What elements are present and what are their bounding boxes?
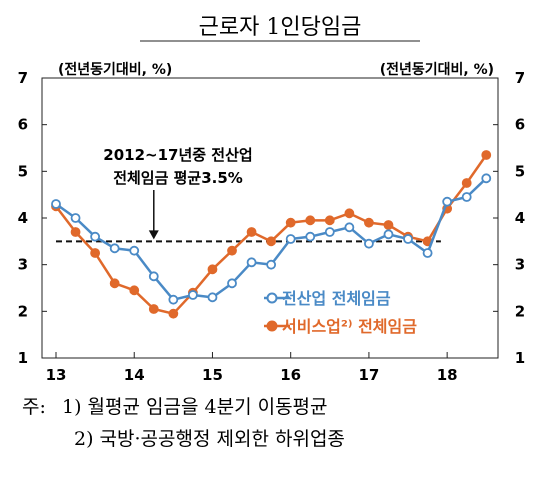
right-tick-label: 5 bbox=[515, 162, 525, 180]
footnote-1: 1) 월평균 임금을 4분기 이동평균 bbox=[62, 396, 328, 418]
point-services bbox=[364, 217, 374, 228]
point-services bbox=[227, 245, 237, 256]
x-tick-label: 15 bbox=[202, 366, 223, 384]
point-all-industry bbox=[227, 278, 237, 289]
right-tick-label: 7 bbox=[515, 69, 525, 87]
point-all-industry bbox=[422, 248, 433, 258]
point-services bbox=[90, 248, 101, 258]
point-services bbox=[207, 264, 218, 275]
left-tick-label: 5 bbox=[18, 162, 28, 180]
point-services bbox=[305, 215, 316, 226]
x-tick-label: 18 bbox=[437, 366, 458, 384]
point-all-industry bbox=[90, 231, 101, 242]
left-axis: 1 2 3 4 5 6 7 bbox=[18, 69, 47, 367]
point-all-industry bbox=[246, 257, 257, 268]
right-tick-label: 4 bbox=[515, 209, 525, 227]
footnote-2: 2) 국방·공공행정 제외한 하위업종 bbox=[74, 428, 345, 450]
point-services bbox=[285, 217, 296, 228]
point-services bbox=[344, 208, 355, 219]
annotation-line1: 2012~17년중 전산업 bbox=[103, 146, 252, 164]
legend: 전산업 전체임금 서비스업²⁾ 전체임금 bbox=[264, 289, 417, 336]
series-layer bbox=[51, 150, 492, 319]
point-all-industry bbox=[109, 243, 120, 254]
point-services bbox=[129, 285, 140, 296]
left-tick-label: 7 bbox=[18, 69, 28, 87]
point-all-industry bbox=[305, 231, 316, 242]
point-all-industry bbox=[188, 290, 198, 300]
point-all-industry bbox=[383, 229, 394, 240]
point-all-industry bbox=[70, 213, 81, 223]
right-tick-label: 2 bbox=[515, 302, 525, 320]
point-all-industry bbox=[461, 192, 472, 202]
plot-frame bbox=[41, 77, 499, 359]
point-services bbox=[148, 304, 159, 314]
right-tick-label: 6 bbox=[515, 116, 525, 134]
point-all-industry bbox=[442, 196, 453, 207]
annotation-arrowhead bbox=[148, 230, 159, 240]
point-services bbox=[461, 178, 472, 188]
point-services bbox=[481, 150, 492, 160]
point-all-industry bbox=[344, 222, 355, 233]
point-all-industry bbox=[403, 234, 413, 244]
point-services bbox=[266, 236, 277, 247]
left-tick-label: 3 bbox=[18, 256, 28, 274]
footnote-prefix: 주: bbox=[22, 396, 46, 418]
point-services bbox=[70, 227, 81, 237]
right-tick-label: 3 bbox=[515, 256, 525, 274]
point-all-industry bbox=[207, 292, 218, 303]
point-all-industry bbox=[51, 199, 61, 209]
x-tick-label: 13 bbox=[46, 366, 67, 384]
legend-marker-services bbox=[266, 320, 278, 332]
point-all-industry bbox=[129, 245, 140, 256]
point-all-industry bbox=[324, 227, 335, 237]
right-axis-unit: (전년동기대비, %) bbox=[380, 61, 494, 78]
x-tick-label: 17 bbox=[358, 366, 379, 384]
point-all-industry bbox=[285, 234, 296, 244]
annotation-line2: 전체임금 평균3.5% bbox=[113, 169, 243, 187]
point-services bbox=[168, 308, 179, 319]
point-all-industry bbox=[148, 271, 159, 282]
point-services bbox=[109, 278, 120, 289]
point-services bbox=[324, 215, 335, 226]
point-all-industry bbox=[266, 259, 277, 270]
legend-label-services: 서비스업²⁾ 전체임금 bbox=[282, 317, 417, 336]
left-tick-label: 6 bbox=[18, 116, 28, 134]
left-tick-label: 1 bbox=[18, 349, 28, 367]
legend-marker-all-industry bbox=[266, 292, 278, 304]
x-tick-label: 14 bbox=[124, 366, 145, 384]
point-all-industry bbox=[481, 173, 492, 184]
point-all-industry bbox=[364, 238, 374, 249]
point-services bbox=[246, 227, 257, 237]
left-tick-label: 2 bbox=[18, 302, 28, 320]
left-axis-unit: (전년동기대비, %) bbox=[58, 61, 172, 78]
point-services bbox=[383, 220, 394, 230]
point-all-industry bbox=[168, 294, 179, 305]
chart-title: 근로자 1인당임금 bbox=[199, 15, 362, 40]
x-tick-label: 16 bbox=[280, 366, 301, 384]
x-axis: 13 14 15 16 17 18 bbox=[46, 352, 458, 384]
right-tick-label: 1 bbox=[515, 349, 525, 367]
right-axis: 1 2 3 4 5 6 7 bbox=[493, 69, 525, 367]
left-tick-label: 4 bbox=[18, 209, 28, 227]
legend-label-all-industry: 전산업 전체임금 bbox=[282, 289, 391, 308]
